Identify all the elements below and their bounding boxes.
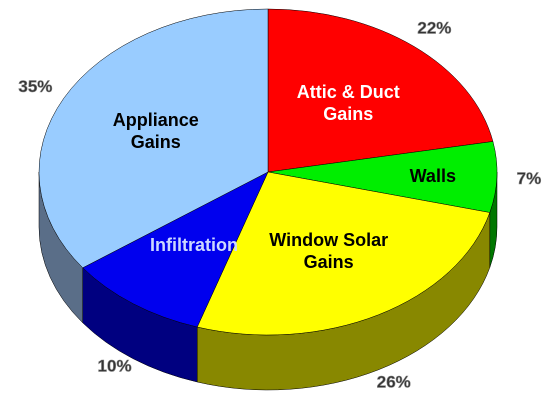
percent-label: 22% (417, 18, 451, 37)
slice (82, 171, 269, 328)
slice (267, 8, 494, 173)
slice-label: Attic & Duct Gains (296, 81, 400, 124)
percent-label: 10% (98, 356, 132, 375)
slice-label: Window Solar Gains (269, 229, 389, 272)
slice-label: Walls (409, 165, 456, 186)
slice-label: Infiltration (149, 234, 238, 255)
slice (196, 171, 491, 336)
slice-label: Appliance Gains (112, 110, 199, 153)
percent-label: 26% (377, 373, 411, 392)
percent-label: 7% (517, 169, 542, 188)
percent-label: 35% (18, 77, 52, 96)
slice (38, 8, 269, 269)
